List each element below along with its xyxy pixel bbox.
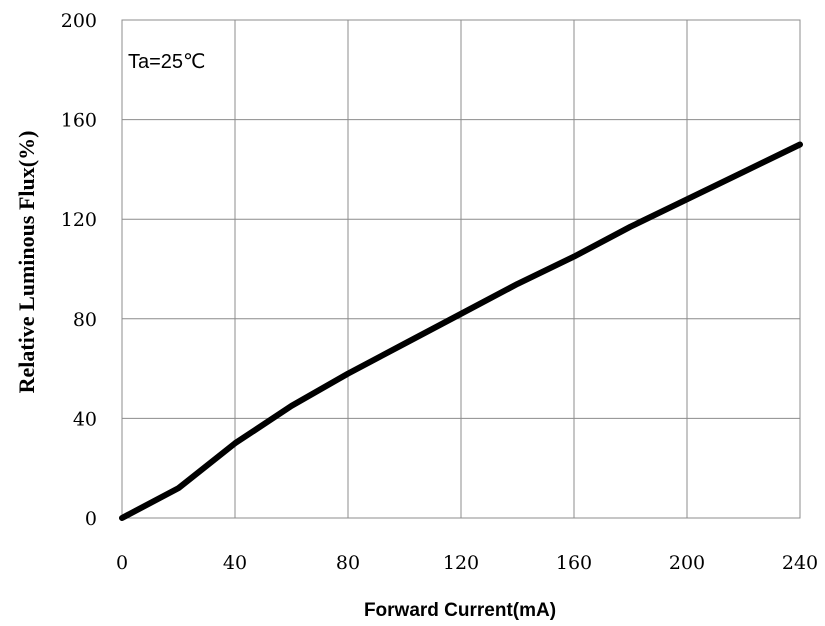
y-axis-ticks: 0 40 80 120 160 200	[61, 10, 97, 530]
grid-lines	[121, 19, 801, 519]
y-tick-label: 40	[73, 408, 97, 430]
y-tick-label: 80	[73, 309, 97, 331]
x-axis-label: Forward Current(mA)	[364, 600, 556, 621]
x-tick-label: 240	[782, 552, 818, 574]
x-tick-label: 80	[336, 552, 360, 574]
y-tick-label: 0	[85, 508, 97, 530]
y-axis-label: Relative Luminous Flux(%)	[14, 131, 39, 394]
y-tick-label: 200	[61, 10, 97, 32]
x-tick-label: 40	[223, 552, 247, 574]
y-tick-label: 160	[61, 110, 97, 132]
x-tick-label: 0	[116, 552, 128, 574]
x-axis-ticks: 0 40 80 120 160 200 240	[116, 552, 818, 574]
plot-area-frame	[121, 19, 801, 519]
y-tick-label: 120	[61, 209, 97, 231]
series-group	[119, 141, 803, 521]
series-line	[119, 141, 803, 521]
x-tick-label: 120	[443, 552, 479, 574]
x-tick-label: 200	[669, 552, 705, 574]
x-tick-label: 160	[556, 552, 592, 574]
temperature-annotation: Ta=25℃	[128, 51, 206, 73]
